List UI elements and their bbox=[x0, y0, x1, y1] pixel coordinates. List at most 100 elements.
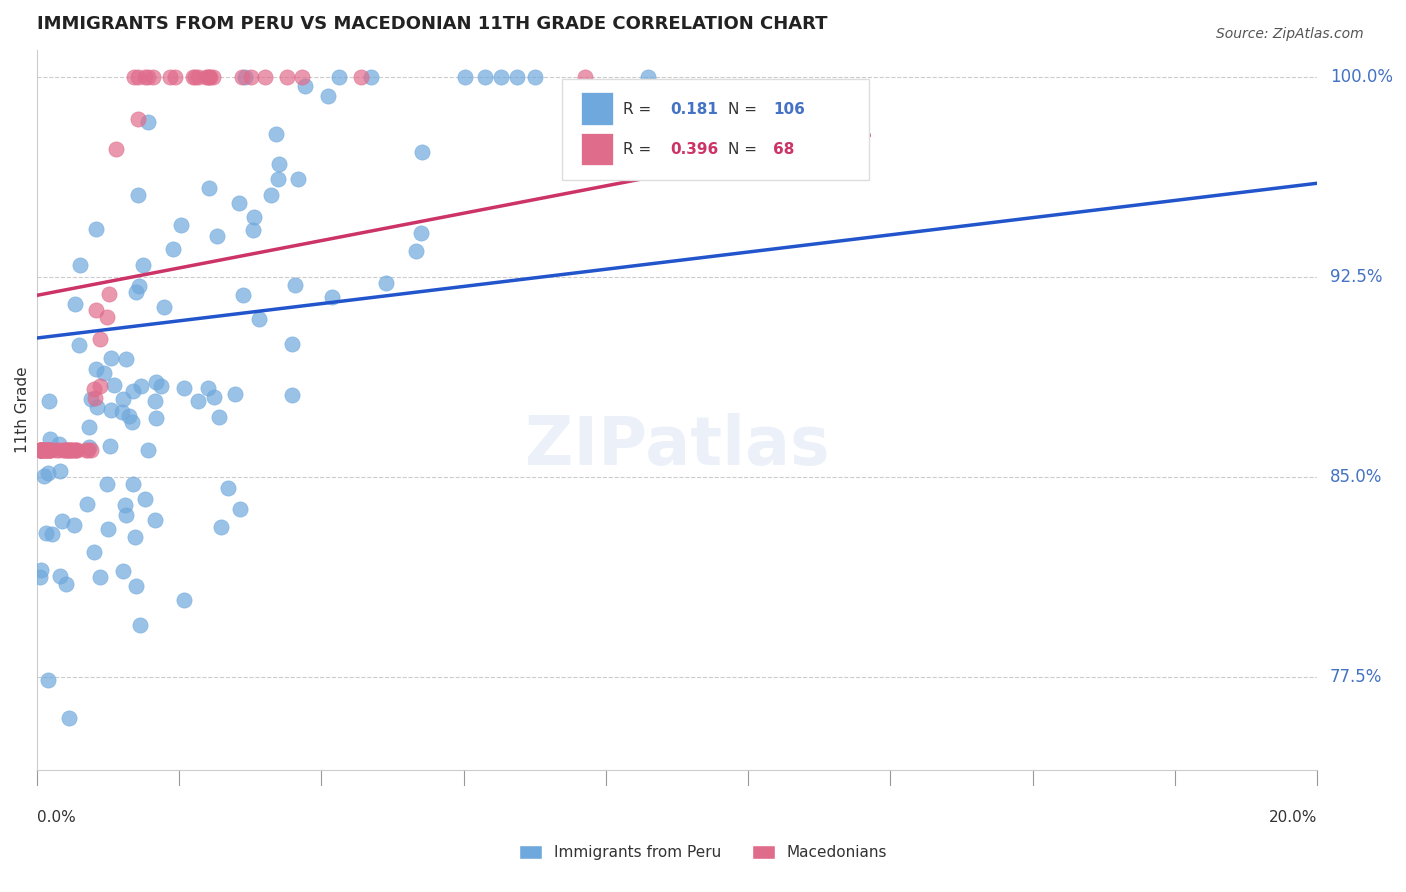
Point bbox=[454, 70, 477, 84]
Point bbox=[129, 379, 152, 393]
Point bbox=[96, 310, 118, 324]
Text: ZIPatlas: ZIPatlas bbox=[524, 413, 830, 479]
Point bbox=[247, 312, 270, 326]
Point bbox=[44, 443, 66, 458]
Text: 0.0%: 0.0% bbox=[37, 810, 76, 825]
Point bbox=[30, 570, 52, 584]
Point bbox=[39, 443, 62, 458]
Point bbox=[143, 394, 166, 409]
Point bbox=[30, 443, 52, 458]
Point bbox=[239, 70, 262, 84]
Point bbox=[38, 443, 60, 458]
Point bbox=[267, 172, 290, 186]
Point bbox=[562, 92, 585, 106]
Point bbox=[136, 443, 159, 458]
FancyBboxPatch shape bbox=[581, 92, 613, 125]
Point bbox=[80, 443, 103, 458]
Text: IMMIGRANTS FROM PERU VS MACEDONIAN 11TH GRADE CORRELATION CHART: IMMIGRANTS FROM PERU VS MACEDONIAN 11TH … bbox=[37, 15, 828, 33]
Y-axis label: 11th Grade: 11th Grade bbox=[15, 367, 30, 453]
Point bbox=[173, 380, 195, 394]
Point bbox=[98, 439, 121, 453]
Point bbox=[202, 70, 225, 84]
Point bbox=[56, 443, 79, 458]
Point bbox=[127, 112, 149, 127]
Point bbox=[280, 336, 302, 351]
Point bbox=[89, 570, 111, 584]
Point bbox=[111, 392, 134, 406]
Point bbox=[242, 210, 264, 224]
Point bbox=[86, 302, 108, 317]
Point bbox=[56, 443, 79, 458]
Point bbox=[321, 290, 343, 304]
Point bbox=[205, 228, 228, 243]
Point bbox=[65, 443, 87, 458]
Point bbox=[49, 569, 72, 583]
Point bbox=[149, 379, 172, 393]
Point bbox=[128, 278, 150, 293]
Point bbox=[489, 70, 512, 84]
Point bbox=[56, 443, 79, 458]
Point bbox=[58, 710, 80, 724]
Point bbox=[84, 391, 107, 405]
Point bbox=[122, 70, 145, 84]
Point bbox=[121, 416, 143, 430]
Point bbox=[159, 70, 181, 84]
Text: 20.0%: 20.0% bbox=[1268, 810, 1317, 825]
Point bbox=[574, 70, 596, 84]
Point bbox=[30, 443, 52, 458]
Point bbox=[228, 195, 250, 210]
Text: 106: 106 bbox=[773, 102, 804, 117]
Point bbox=[231, 70, 253, 84]
Point bbox=[129, 617, 152, 632]
Point bbox=[77, 419, 100, 434]
Point bbox=[30, 563, 52, 577]
Point bbox=[134, 491, 156, 506]
Point bbox=[77, 440, 100, 454]
Point bbox=[30, 443, 52, 458]
Point bbox=[134, 70, 156, 84]
Point bbox=[34, 525, 56, 540]
Point bbox=[62, 443, 84, 458]
Point bbox=[53, 443, 76, 458]
Point bbox=[55, 577, 77, 591]
Point bbox=[38, 394, 60, 409]
Point bbox=[217, 481, 239, 495]
Point bbox=[132, 258, 155, 272]
Point bbox=[124, 530, 146, 544]
Point bbox=[264, 128, 287, 142]
Point bbox=[125, 285, 148, 299]
Point bbox=[77, 443, 100, 458]
Point bbox=[229, 502, 252, 516]
Text: N =: N = bbox=[728, 143, 762, 157]
Point bbox=[35, 443, 58, 458]
Point bbox=[114, 498, 136, 512]
FancyBboxPatch shape bbox=[562, 78, 869, 179]
Point bbox=[276, 70, 298, 84]
Point bbox=[76, 497, 98, 511]
Point bbox=[637, 70, 659, 84]
Point bbox=[232, 288, 254, 302]
Point bbox=[32, 468, 55, 483]
Point bbox=[115, 351, 138, 366]
Point bbox=[375, 276, 398, 290]
Text: 100.0%: 100.0% bbox=[1330, 68, 1393, 86]
Point bbox=[208, 410, 231, 425]
Point bbox=[111, 565, 134, 579]
Text: R =: R = bbox=[623, 102, 657, 117]
Point bbox=[96, 476, 118, 491]
Point bbox=[41, 527, 63, 541]
Point bbox=[122, 477, 145, 491]
Point bbox=[37, 673, 59, 687]
Point bbox=[37, 467, 59, 481]
Text: 68: 68 bbox=[773, 143, 794, 157]
Point bbox=[127, 70, 149, 84]
Point bbox=[153, 300, 176, 314]
Point bbox=[30, 443, 52, 458]
Point bbox=[200, 70, 222, 84]
Point bbox=[75, 443, 97, 458]
Point bbox=[184, 70, 207, 84]
Point bbox=[115, 508, 138, 522]
Point bbox=[38, 432, 60, 446]
Point bbox=[60, 443, 83, 458]
Point bbox=[162, 243, 184, 257]
